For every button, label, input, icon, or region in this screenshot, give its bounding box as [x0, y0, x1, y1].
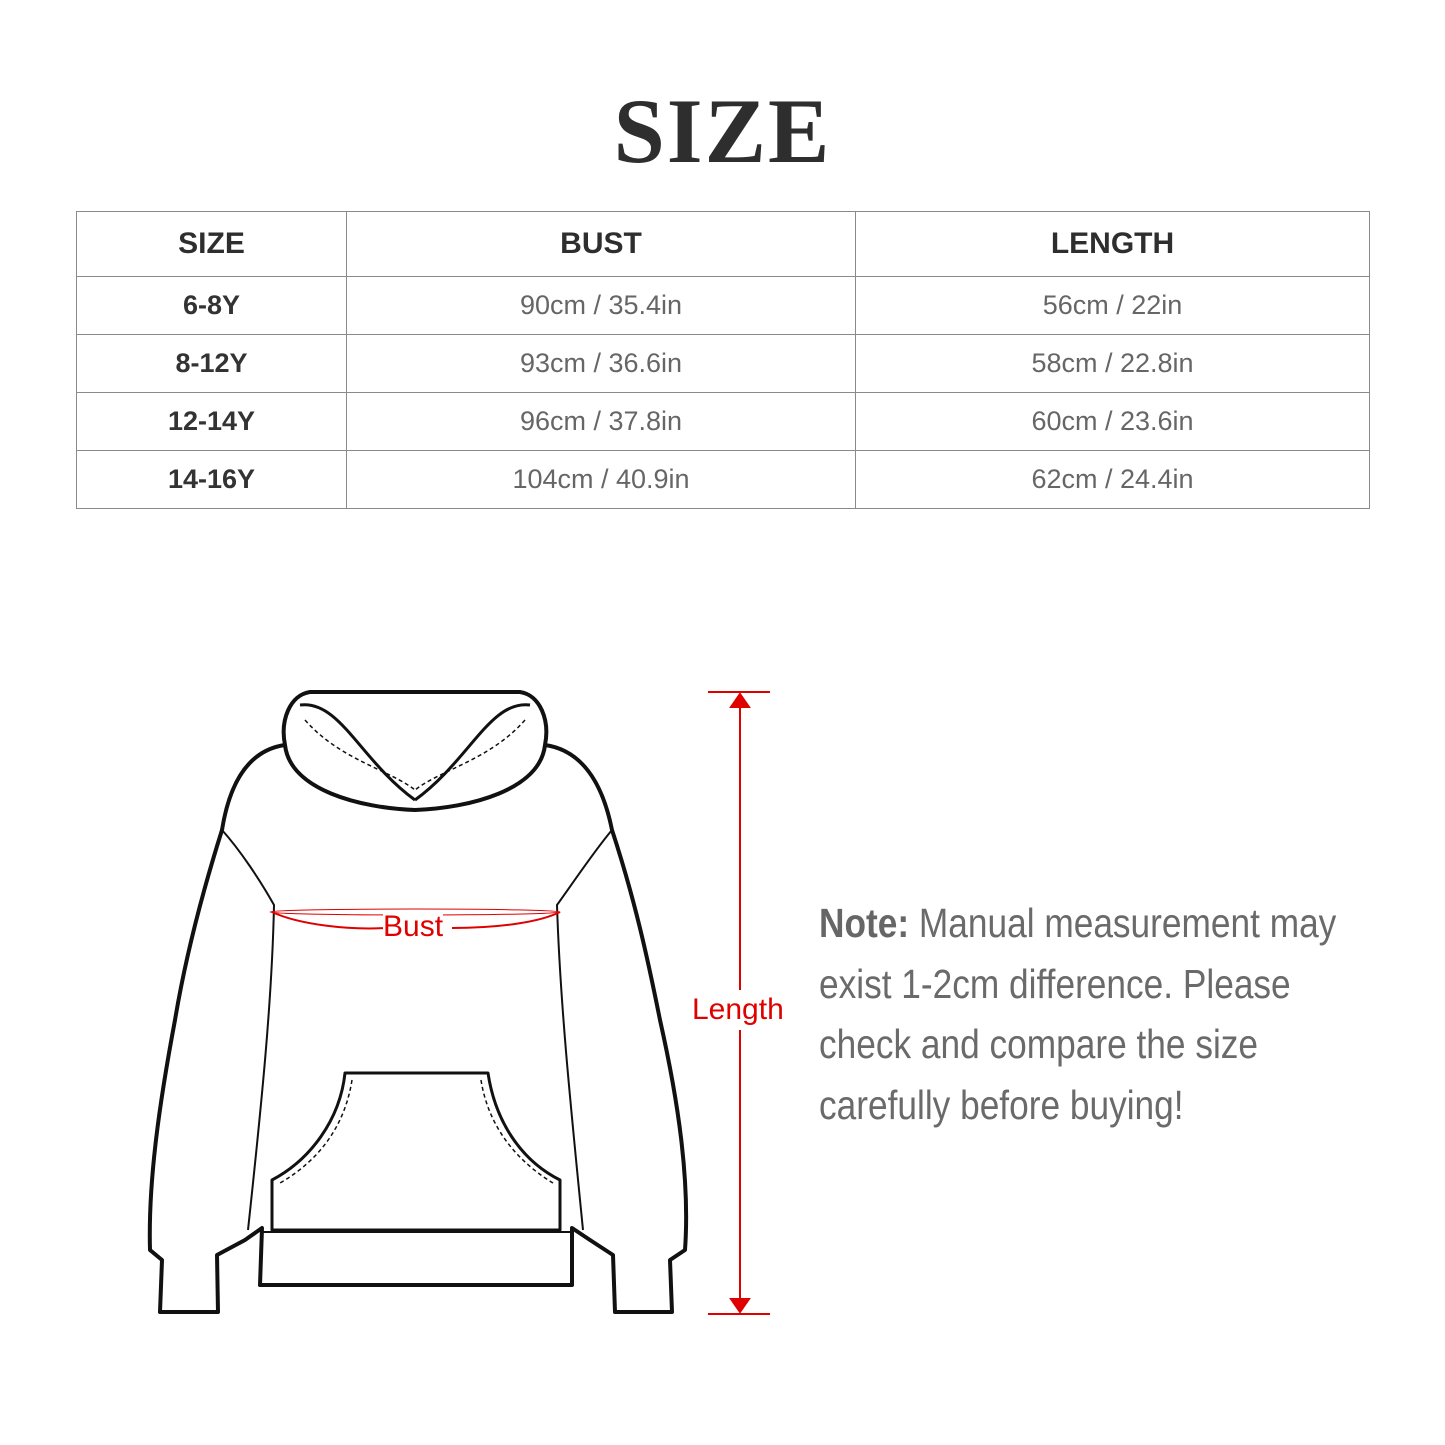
table-row: 12-14Y 96cm / 37.8in 60cm / 23.6in — [76, 392, 1370, 451]
measurement-note: Note: Manual measurement may exist 1-2cm… — [819, 893, 1369, 1135]
hoodie-illustration — [147, 690, 689, 1314]
note-prefix: Note: — [819, 900, 910, 946]
table-row: 6-8Y 90cm / 35.4in 56cm / 22in — [76, 276, 1370, 335]
size-cell: 6-8Y — [76, 276, 347, 335]
bust-label: Bust — [383, 910, 444, 944]
length-label: Length — [692, 993, 784, 1027]
header-length: LENGTH — [855, 211, 1370, 277]
bust-cell: 96cm / 37.8in — [346, 392, 856, 451]
length-cell: 58cm / 22.8in — [855, 334, 1370, 393]
table-row: 8-12Y 93cm / 36.6in 58cm / 22.8in — [76, 334, 1370, 393]
size-table: SIZE BUST LENGTH 6-8Y 90cm / 35.4in 56cm… — [76, 211, 1370, 509]
page-title: SIZE — [613, 80, 832, 182]
note-text: Manual measurement may exist 1-2cm diffe… — [819, 900, 1337, 1128]
length-cell: 62cm / 24.4in — [855, 450, 1370, 509]
table-row: 14-16Y 104cm / 40.9in 62cm / 24.4in — [76, 450, 1370, 509]
arrow-down-icon — [729, 1298, 751, 1314]
size-cell: 8-12Y — [76, 334, 347, 393]
length-cell: 56cm / 22in — [855, 276, 1370, 335]
length-cell: 60cm / 23.6in — [855, 392, 1370, 451]
bust-cell: 104cm / 40.9in — [346, 450, 856, 509]
size-cell: 12-14Y — [76, 392, 347, 451]
bust-cell: 90cm / 35.4in — [346, 276, 856, 335]
header-size: SIZE — [76, 211, 347, 277]
arrow-up-icon — [729, 692, 751, 708]
length-measure-line — [708, 691, 770, 1315]
size-cell: 14-16Y — [76, 450, 347, 509]
bust-cell: 93cm / 36.6in — [346, 334, 856, 393]
